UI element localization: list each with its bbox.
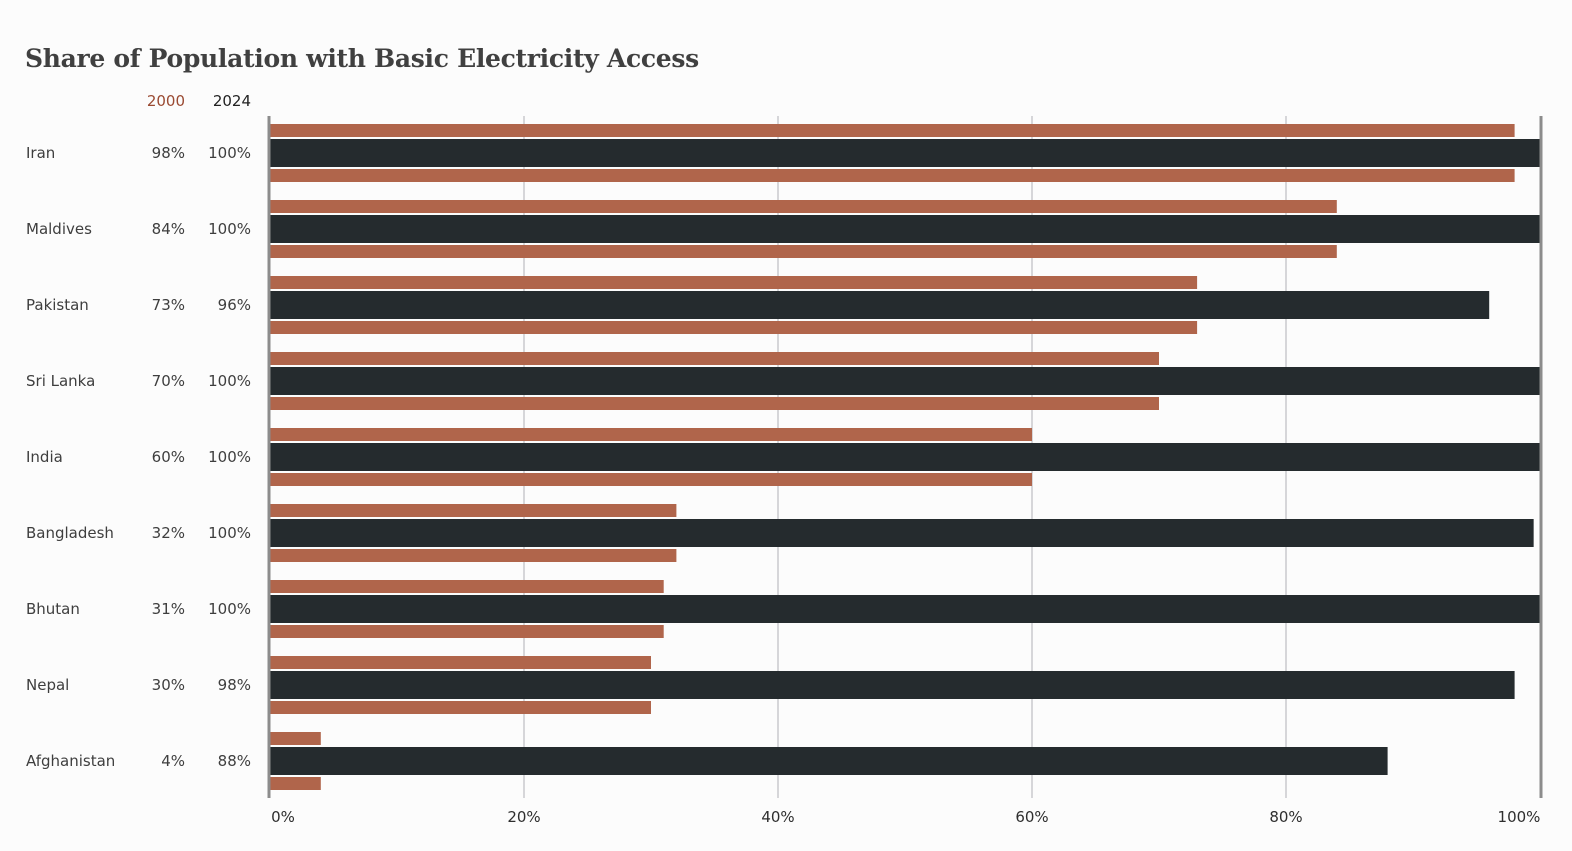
bar-2024 — [270, 291, 1490, 319]
bar-2000-bottom — [270, 245, 1337, 258]
legend-2000: 2000 — [146, 92, 185, 110]
bar-2024 — [270, 139, 1540, 167]
bar-2024 — [270, 367, 1540, 395]
bar-2000-top — [270, 732, 321, 745]
chart-title: Share of Population with Basic Electrici… — [25, 44, 699, 73]
value-label-2000: 70% — [152, 372, 185, 390]
country-label: Afghanistan — [26, 752, 115, 770]
value-label-2024: 100% — [208, 524, 251, 542]
bar-2000-bottom — [270, 321, 1198, 334]
value-label-2024: 100% — [208, 220, 251, 238]
bar-2000-top — [270, 276, 1198, 289]
bar-2000-top — [270, 200, 1337, 213]
value-label-2000: 4% — [161, 752, 185, 770]
x-tick-label: 40% — [761, 808, 794, 826]
bar-2000-top — [270, 428, 1032, 441]
country-label: Iran — [26, 144, 55, 162]
country-label: Bangladesh — [26, 524, 114, 542]
bar-2000-bottom — [270, 625, 664, 638]
country-label: Maldives — [26, 220, 92, 238]
value-label-2000: 30% — [152, 676, 185, 694]
value-label-2000: 84% — [152, 220, 185, 238]
value-label-2000: 60% — [152, 448, 185, 466]
bar-2024 — [270, 671, 1515, 699]
x-tick-label: 80% — [1269, 808, 1302, 826]
value-label-2024: 100% — [208, 448, 251, 466]
bar-2000-top — [270, 656, 651, 669]
country-label: India — [26, 448, 63, 466]
value-label-2024: 100% — [208, 600, 251, 618]
value-label-2000: 31% — [152, 600, 185, 618]
bar-2000-top — [270, 352, 1159, 365]
bar-2000-top — [270, 580, 664, 593]
x-tick-label: 0% — [271, 808, 295, 826]
value-label-2024: 100% — [208, 144, 251, 162]
value-label-2000: 73% — [152, 296, 185, 314]
legend-2024: 2024 — [212, 92, 251, 110]
value-label-2024: 100% — [208, 372, 251, 390]
bar-2024 — [270, 443, 1540, 471]
bar-2000-bottom — [270, 473, 1032, 486]
country-label: Nepal — [26, 676, 69, 694]
value-label-2024: 88% — [218, 752, 251, 770]
country-label: Pakistan — [26, 296, 89, 314]
bar-2000-bottom — [270, 777, 321, 790]
country-label: Sri Lanka — [26, 372, 95, 390]
bar-2000-bottom — [270, 169, 1515, 182]
bar-2000-top — [270, 124, 1515, 137]
value-label-2024: 96% — [218, 296, 251, 314]
bar-2000-bottom — [270, 549, 677, 562]
value-label-2024: 98% — [218, 676, 251, 694]
bar-2000-bottom — [270, 397, 1159, 410]
x-tick-label: 60% — [1015, 808, 1048, 826]
value-label-2000: 32% — [152, 524, 185, 542]
country-label: Bhutan — [26, 600, 80, 618]
bar-2024 — [270, 595, 1540, 623]
bar-2000-bottom — [270, 701, 651, 714]
value-label-2000: 98% — [152, 144, 185, 162]
bar-2024 — [270, 519, 1534, 547]
x-tick-label: 20% — [507, 808, 540, 826]
x-tick-label: 100% — [1498, 808, 1541, 826]
bar-2024 — [270, 215, 1540, 243]
bar-2024 — [270, 747, 1388, 775]
bar-2000-top — [270, 504, 677, 517]
